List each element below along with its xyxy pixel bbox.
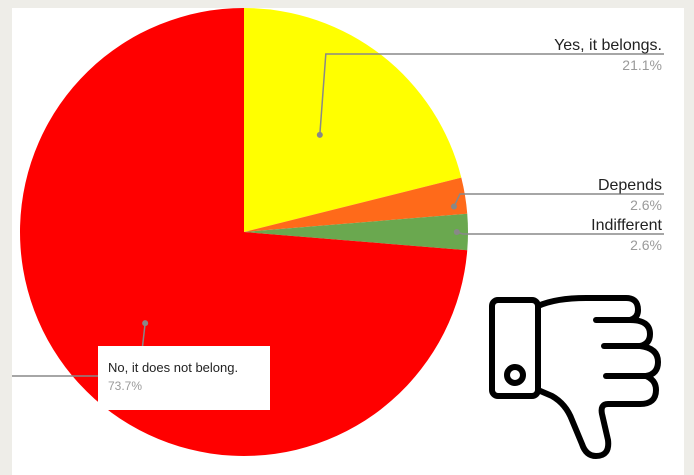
pie-chart: Yes, it belongs. 21.1% Depends 2.6% Indiffer…: [12, 8, 664, 456]
slice-label-value-3: 73.7%: [108, 379, 142, 393]
leader-line-1: [453, 193, 664, 207]
pie-slice-0: [244, 8, 462, 232]
slice-label-name-1: Depends: [598, 177, 662, 194]
slice-label-value-1: 2.6%: [630, 197, 662, 213]
slice-label-name-3: No, it does not belong.: [108, 360, 238, 375]
leader-dot-0: [316, 131, 323, 138]
pie-slice-3: [19, 8, 468, 456]
slice-label-value-2: 2.6%: [630, 237, 662, 253]
pie-slices: [19, 8, 469, 456]
pie-slice-1: [244, 177, 468, 232]
slice-label-name-2: Indifferent: [591, 217, 662, 234]
chart-canvas: Yes, it belongs. 21.1% Depends 2.6% Indiffer…: [12, 8, 684, 475]
slice-label-name-0: Yes, it belongs.: [554, 37, 662, 54]
slice-labels: Yes, it belongs. 21.1% Depends 2.6% Indiffer…: [98, 37, 663, 410]
leader-dot-2: [453, 229, 460, 235]
leader-line-0: [319, 53, 664, 135]
thumbs-down-icon: [489, 295, 661, 459]
pie-slice-2: [244, 213, 469, 251]
slice-label-value-0: 21.1%: [622, 57, 662, 73]
leader-dot-1: [450, 203, 457, 210]
leader-dot-3: [142, 320, 149, 327]
label-box-3: [98, 346, 270, 410]
